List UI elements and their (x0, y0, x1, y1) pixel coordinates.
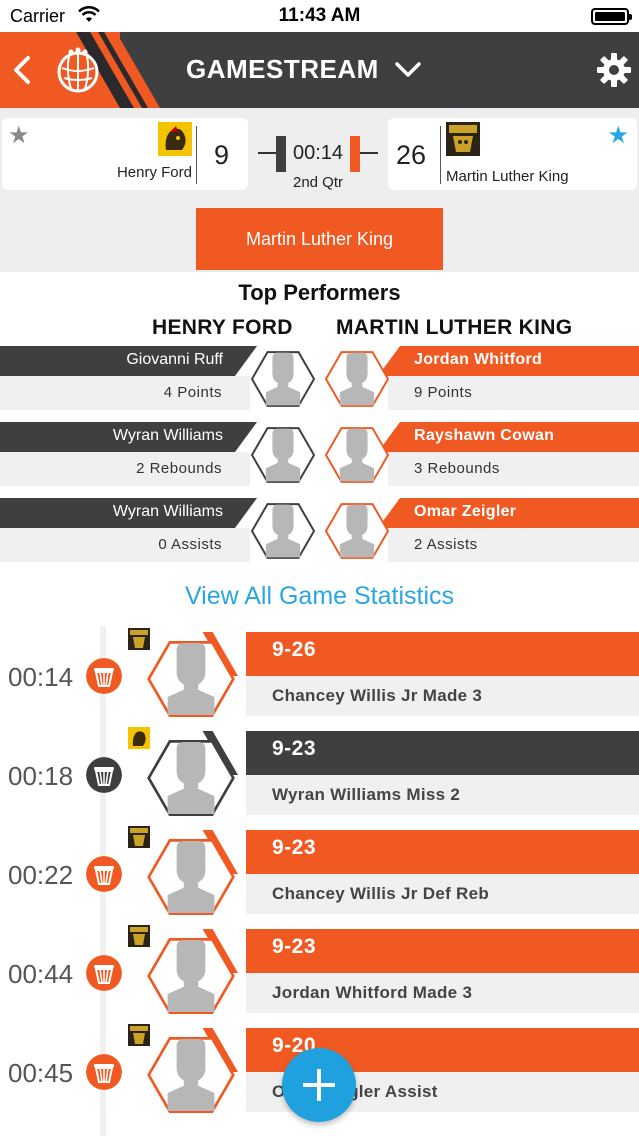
away-team-logo (128, 1024, 150, 1046)
status-bar: Carrier 11:43 AM (0, 0, 639, 32)
away-team-logo (128, 826, 150, 848)
play-score-bar (246, 632, 639, 676)
play-item[interactable]: 00:14 9-26 Chancey Willis Jr Made 3 (0, 628, 639, 724)
play-description: Wyran Williams Miss 2 (272, 785, 461, 804)
play-time: 00:14 (8, 662, 74, 692)
plus-icon (303, 1069, 335, 1101)
away-performer-stat: 9 Points (388, 376, 639, 410)
home-performer-stat: 4 Points (0, 376, 250, 410)
home-performer-name[interactable]: Wyran Williams (0, 422, 257, 452)
wifi-icon (78, 6, 100, 22)
battery-icon (591, 8, 632, 25)
home-performer-stat: 0 Assists (0, 528, 250, 562)
game-clock: 00:14 2nd Qtr (256, 122, 380, 192)
basket-icon (86, 856, 122, 892)
away-team-logo (446, 122, 480, 156)
top-performers-home-team: HENRY FORD (152, 316, 293, 339)
play-score: 9-23 (272, 935, 317, 958)
performer-row: Giovanni Ruff 4 Points 9 Points Jordan W… (0, 346, 639, 412)
app-header: GAMESTREAM (0, 32, 639, 108)
performer-row: Wyran Williams 0 Assists 2 Assists Omar … (0, 498, 639, 564)
player-avatar[interactable] (146, 634, 236, 724)
game-clock-time: 00:14 (292, 142, 344, 164)
top-performers-away-team: MARTIN LUTHER KING (336, 316, 573, 339)
player-avatar[interactable] (146, 931, 236, 1021)
away-team-card[interactable]: 26 Martin Luther King ★ (388, 118, 637, 190)
gear-icon[interactable] (596, 52, 632, 88)
basket-icon (86, 658, 122, 694)
basket-icon (86, 1054, 122, 1090)
away-performer-name[interactable]: Rayshawn Cowan (378, 422, 639, 452)
back-chevron-icon[interactable] (8, 52, 38, 88)
basketball-logo-icon[interactable] (54, 46, 102, 94)
player-avatar[interactable] (146, 1030, 236, 1120)
home-performer-avatar[interactable] (250, 498, 316, 564)
page-title[interactable]: GAMESTREAM (186, 54, 379, 84)
home-performer-avatar[interactable] (250, 346, 316, 412)
team-tab-bar: Martin Luther King (0, 200, 639, 272)
play-item[interactable]: 00:22 9-23 Chancey Willis Jr Def Reb (0, 826, 639, 922)
home-performer-stat: 2 Rebounds (0, 452, 250, 486)
carrier-label: Carrier (10, 6, 66, 26)
team-tab-selected[interactable]: Martin Luther King (196, 208, 443, 270)
scoreboard: ★ Henry Ford 9 00:14 2nd Qtr 26 Martin L… (0, 108, 639, 200)
away-performer-avatar[interactable] (324, 346, 390, 412)
player-avatar[interactable] (146, 832, 236, 922)
home-team-name: Henry Ford (116, 164, 192, 181)
home-performer-avatar[interactable] (250, 422, 316, 488)
player-avatar[interactable] (146, 733, 236, 823)
play-score: 9-26 (272, 638, 317, 661)
home-score: 9 (214, 140, 230, 170)
top-performers-title: Top Performers (238, 280, 401, 305)
play-score-bar (246, 731, 639, 775)
away-team-logo (128, 925, 150, 947)
play-item[interactable]: 00:18 9-23 Wyran Williams Miss 2 (0, 727, 639, 823)
play-score-bar (246, 830, 639, 874)
performer-row: Wyran Williams 2 Rebounds 3 Rebounds Ray… (0, 422, 639, 488)
home-team-logo (128, 727, 150, 749)
star-icon[interactable]: ★ (607, 122, 629, 149)
away-team-logo (128, 628, 150, 650)
play-description: Jordan Whitford Made 3 (272, 983, 473, 1002)
play-time: 00:18 (8, 761, 74, 791)
away-performer-stat: 3 Rebounds (388, 452, 639, 486)
basket-icon (86, 955, 122, 991)
view-all-stats-link[interactable]: View All Game Statistics (184, 582, 455, 610)
play-score: 9-23 (272, 836, 317, 859)
away-score: 26 (396, 140, 427, 170)
home-performer-name[interactable]: Wyran Williams (0, 498, 257, 528)
chevron-down-icon[interactable] (394, 58, 422, 82)
home-team-logo (158, 122, 192, 156)
play-description: Chancey Willis Jr Made 3 (272, 686, 483, 705)
star-icon[interactable]: ★ (8, 122, 30, 149)
play-score: 9-23 (272, 737, 317, 760)
away-performer-name[interactable]: Omar Zeigler (378, 498, 639, 528)
home-performer-name[interactable]: Giovanni Ruff (0, 346, 257, 376)
away-performer-stat: 2 Assists (388, 528, 639, 562)
home-team-card[interactable]: ★ Henry Ford 9 (2, 118, 248, 190)
play-score-bar (246, 929, 639, 973)
play-time: 00:45 (8, 1058, 74, 1088)
away-performer-name[interactable]: Jordan Whitford (378, 346, 639, 376)
basket-icon (86, 757, 122, 793)
game-period: 2nd Qtr (292, 174, 344, 191)
away-team-name: Martin Luther King (446, 168, 569, 185)
play-description: Chancey Willis Jr Def Reb (272, 884, 490, 903)
away-performer-avatar[interactable] (324, 422, 390, 488)
play-time: 00:44 (8, 959, 74, 989)
add-button[interactable] (282, 1048, 356, 1122)
play-time: 00:22 (8, 860, 74, 890)
away-performer-avatar[interactable] (324, 498, 390, 564)
clock-label: 11:43 AM (278, 5, 361, 26)
play-item[interactable]: 00:44 9-23 Jordan Whitford Made 3 (0, 925, 639, 1021)
